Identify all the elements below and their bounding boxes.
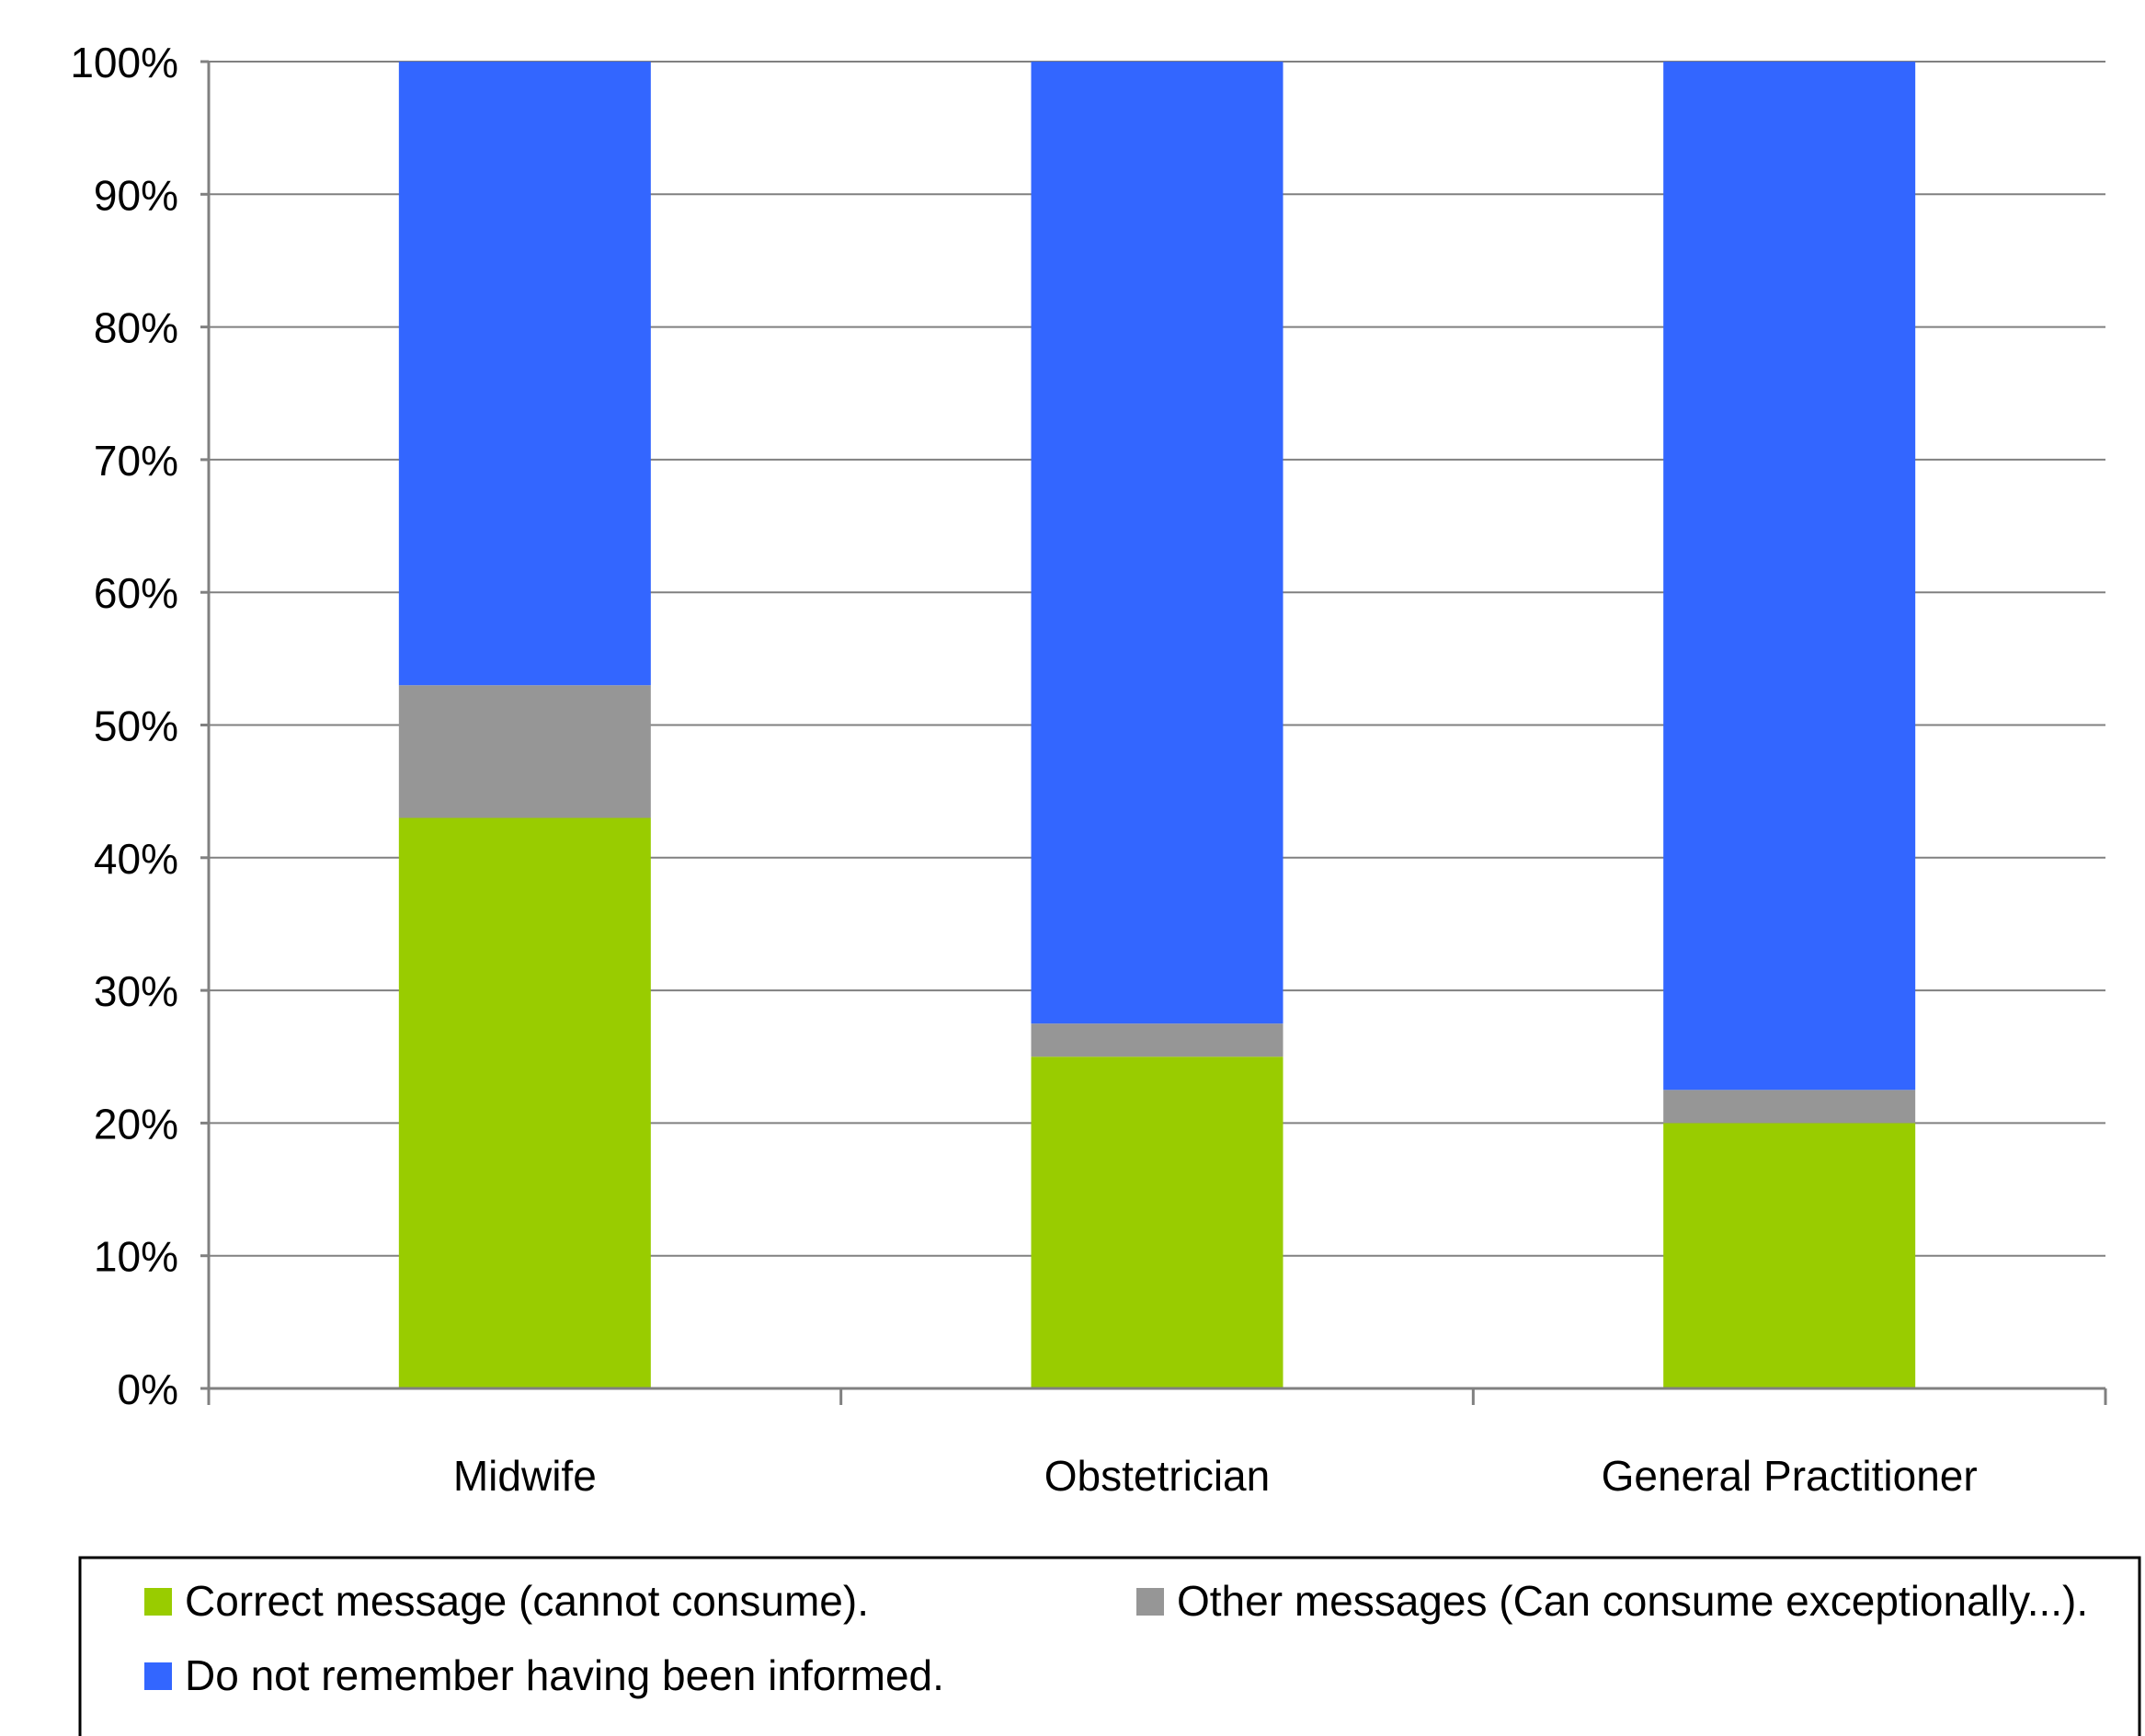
y-tick-label: 100% [70, 39, 178, 86]
legend-swatch [144, 1588, 172, 1616]
legend-label: Correct message (cannot consume). [185, 1577, 869, 1625]
legend: Correct message (cannot consume). Other m… [78, 1556, 2141, 1736]
legend-swatch [144, 1662, 172, 1690]
bar-correct-message-segment [1663, 1123, 1916, 1388]
y-tick-label: 40% [94, 835, 178, 883]
category-label: General Practitioner [1602, 1452, 1978, 1500]
bars [398, 62, 1916, 1388]
bar-correct-message-segment [1031, 1056, 1284, 1388]
legend-label: Do not remember having been informed. [185, 1651, 944, 1699]
y-tick-label: 70% [94, 437, 178, 485]
bar-other-messages-segment [1031, 1023, 1284, 1057]
legend-swatch [1136, 1588, 1164, 1616]
category-labels: Midwife Obstetrician General Practitioner [453, 1452, 1978, 1500]
y-tick-label: 60% [94, 569, 178, 617]
bar-other-messages-segment [1663, 1090, 1916, 1124]
y-tick-label: 0% [118, 1365, 178, 1413]
y-tick-label: 80% [94, 304, 178, 352]
bar-not-remember-segment [1663, 62, 1916, 1091]
category-label: Midwife [453, 1452, 597, 1500]
y-tick-label: 30% [94, 967, 178, 1015]
category-label: Obstetrician [1044, 1452, 1270, 1500]
y-tick-label: 10% [94, 1233, 178, 1281]
y-tick-label: 20% [94, 1100, 178, 1148]
legend-box [78, 1556, 2141, 1736]
x-tick-marks [207, 1388, 2107, 1405]
bar-correct-message-segment [398, 817, 651, 1388]
y-tick-label: 90% [94, 171, 178, 219]
bar-other-messages-segment [398, 685, 651, 818]
y-tick-label: 50% [94, 702, 178, 750]
bar-not-remember-segment [398, 62, 651, 686]
bar-not-remember-segment [1031, 62, 1284, 1024]
y-tick-labels: 0% 10% 20% 30% 40% 50% 60% 70% 80% 90% 100% [70, 39, 209, 1413]
legend-label: Other messages (Can consume exceptionall… [1177, 1577, 2088, 1625]
